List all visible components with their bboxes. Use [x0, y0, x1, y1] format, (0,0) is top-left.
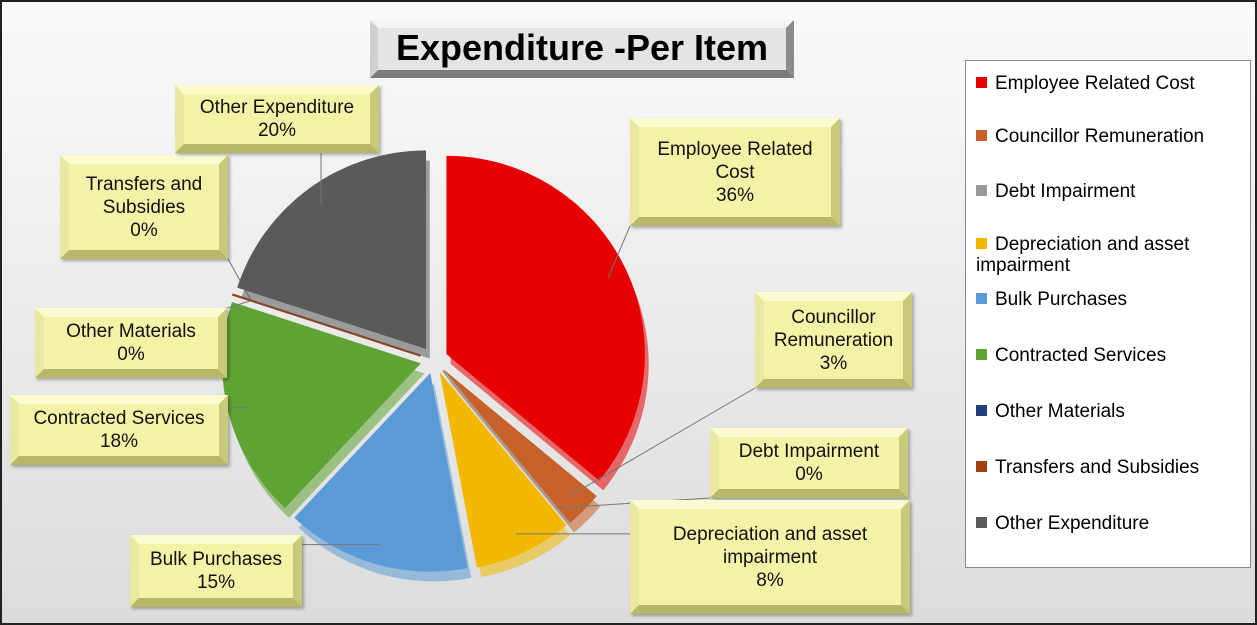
- data-label-name: Other Materials: [66, 321, 196, 342]
- data-label-value: 18%: [99, 431, 139, 452]
- data-label-value: 20%: [257, 120, 297, 141]
- legend-item: Bulk Purchases: [976, 289, 1248, 310]
- data-label-value: 3%: [819, 352, 848, 374]
- legend-swatch: [976, 130, 987, 141]
- legend-item: Depreciation and asset impairment: [976, 234, 1248, 276]
- leader-line: [607, 225, 631, 279]
- data-label-value: 0%: [795, 464, 823, 485]
- data-label: Debt Impairment 0%: [710, 428, 908, 498]
- data-label: Councillor Remuneration 3%: [755, 292, 912, 388]
- pie-slice: [237, 150, 427, 350]
- legend-item: Contracted Services: [976, 345, 1248, 366]
- legend-label: Contracted Services: [995, 345, 1167, 366]
- data-label: Contracted Services 18%: [10, 395, 228, 465]
- legend: Employee Related Cost Councillor Remunera…: [965, 60, 1251, 568]
- legend-label: Other Materials: [995, 401, 1125, 422]
- legend-item: Other Expenditure: [976, 513, 1248, 534]
- data-label-name: Bulk Purchases: [149, 549, 282, 570]
- legend-label: Employee Related Cost: [995, 73, 1195, 94]
- data-label-name: Employee Related Cost: [657, 138, 813, 183]
- chart-title: Expenditure -Per Item: [370, 20, 794, 78]
- data-label: Other Expenditure 20%: [175, 85, 379, 153]
- data-label: Employee Related Cost 36%: [630, 118, 840, 226]
- data-label-value: 36%: [715, 184, 755, 206]
- legend-swatch: [976, 77, 987, 88]
- data-label-name: Debt Impairment: [738, 441, 880, 462]
- legend-swatch: [976, 349, 987, 360]
- data-label-name: Depreciation and asset impairment: [672, 523, 868, 568]
- data-label: Bulk Purchases 15%: [130, 535, 302, 607]
- legend-swatch: [976, 238, 987, 249]
- legend-label: Other Expenditure: [995, 513, 1150, 534]
- legend-item: Other Materials: [976, 401, 1248, 422]
- pie-slice: [439, 372, 567, 568]
- legend-label: Bulk Purchases: [995, 289, 1128, 310]
- legend-item: Councillor Remuneration: [976, 126, 1248, 147]
- legend-label: Transfers and Subsidies: [995, 457, 1200, 478]
- legend-swatch: [976, 185, 987, 196]
- data-label-value: 15%: [196, 572, 236, 593]
- data-label-name: Councillor Remuneration: [773, 306, 894, 351]
- data-label-value: 0%: [130, 219, 158, 241]
- legend-item: Debt Impairment: [976, 181, 1248, 202]
- legend-label: Debt Impairment: [995, 181, 1136, 202]
- data-label-name: Other Expenditure: [199, 97, 355, 118]
- data-label: Other Materials 0%: [35, 308, 227, 378]
- legend-item: Employee Related Cost: [976, 73, 1248, 94]
- pie-slice: [294, 372, 468, 572]
- legend-swatch: [976, 293, 987, 304]
- data-label-name: Contracted Services: [33, 408, 205, 429]
- leader-line: [569, 387, 756, 497]
- pie-slice: [446, 155, 645, 481]
- legend-label: Depreciation and asset impairment: [976, 234, 1190, 276]
- data-label-name: Transfers and Subsidies: [85, 173, 203, 218]
- data-label-value: 0%: [117, 344, 145, 365]
- legend-swatch: [976, 461, 987, 472]
- data-label: Transfers and Subsidies 0%: [60, 155, 228, 259]
- legend-swatch: [976, 517, 987, 528]
- legend-item: Transfers and Subsidies: [976, 457, 1248, 478]
- legend-label: Councillor Remuneration: [995, 126, 1205, 147]
- data-label: Depreciation and asset impairment 8%: [630, 500, 910, 614]
- pie-slice: [443, 369, 597, 523]
- legend-swatch: [976, 405, 987, 416]
- leader-line: [226, 300, 252, 309]
- data-label-value: 8%: [756, 569, 784, 591]
